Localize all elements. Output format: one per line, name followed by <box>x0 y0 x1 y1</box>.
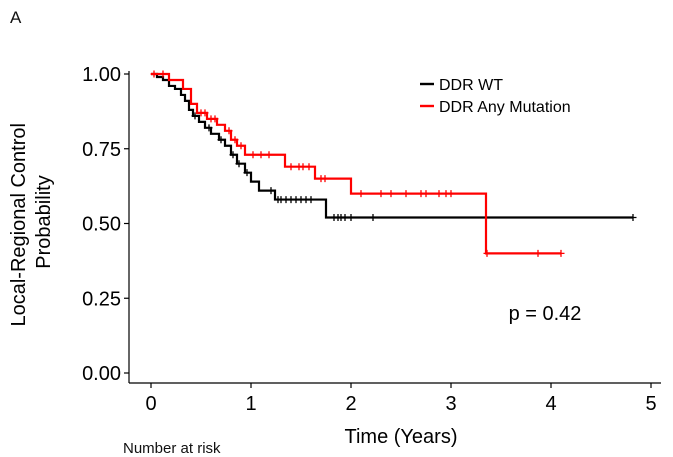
x-tick-label: 2 <box>345 393 356 415</box>
censor-mark <box>369 214 377 222</box>
censor-mark <box>205 124 213 132</box>
censor-mark <box>629 214 637 222</box>
x-tick-label: 4 <box>545 393 556 415</box>
x-tick-label: 3 <box>445 393 456 415</box>
censor-mark <box>201 109 209 117</box>
risk-table-caption: Number at risk <box>123 440 221 457</box>
censor-mark <box>377 190 385 198</box>
censor-mark <box>447 190 455 198</box>
censor-mark <box>217 136 225 144</box>
censor-mark <box>435 190 443 198</box>
censor-mark <box>483 249 491 257</box>
censor-mark <box>243 169 251 177</box>
censor-mark <box>237 142 245 150</box>
axes: 0.00 0.25 0.50 0.75 1.00 0 1 2 3 4 5 <box>82 64 661 415</box>
censor-mark <box>211 115 219 123</box>
censor-mark <box>305 163 313 171</box>
censor-mark <box>231 136 239 144</box>
censor-mark <box>257 151 265 159</box>
series-ddr-any-mutation <box>150 70 565 257</box>
censor-mark <box>422 190 430 198</box>
censor-mark <box>265 151 273 159</box>
y-axis-label-line-1: Local-Regional Control <box>8 123 30 326</box>
legend: DDR WT DDR Any Mutation <box>420 77 571 116</box>
censor-mark <box>341 214 349 222</box>
censor-mark <box>229 151 237 159</box>
legend-label: DDR WT <box>439 77 503 94</box>
p-value-annotation: p = 0.42 <box>509 303 582 325</box>
censor-mark <box>534 249 542 257</box>
panel-label: A <box>10 8 22 27</box>
y-axis-label: Local-Regional Control Probability <box>8 117 55 326</box>
censor-mark <box>387 190 395 198</box>
series-layer <box>150 70 637 257</box>
censor-mark <box>191 112 199 120</box>
censor-mark <box>299 163 307 171</box>
censor-mark <box>150 70 158 78</box>
censor-mark <box>249 151 257 159</box>
y-tick-label: 1.00 <box>82 64 121 86</box>
y-tick-label: 0.00 <box>82 363 121 385</box>
y-axis-label-line-2: Probability <box>33 175 55 268</box>
survival-curve <box>151 72 633 219</box>
y-tick-label: 0.75 <box>82 139 121 161</box>
censor-mark <box>357 190 365 198</box>
x-tick-label: 1 <box>245 393 256 415</box>
y-tick-label: 0.50 <box>82 214 121 236</box>
legend-label: DDR Any Mutation <box>439 99 571 116</box>
x-tick-label: 5 <box>645 393 656 415</box>
censor-mark <box>321 175 329 183</box>
x-tick-label: 0 <box>145 393 156 415</box>
censor-mark <box>307 196 315 204</box>
censor-mark <box>347 214 355 222</box>
censor-mark <box>235 160 243 168</box>
censor-mark <box>159 70 167 78</box>
censor-mark <box>267 187 275 195</box>
series-ddr-wt <box>151 72 637 222</box>
censor-mark <box>225 127 233 135</box>
censor-mark <box>402 190 410 198</box>
x-axis-label: Time (Years) <box>345 426 458 448</box>
y-tick-label: 0.25 <box>82 288 121 310</box>
censor-mark <box>557 249 565 257</box>
censor-mark <box>287 163 295 171</box>
